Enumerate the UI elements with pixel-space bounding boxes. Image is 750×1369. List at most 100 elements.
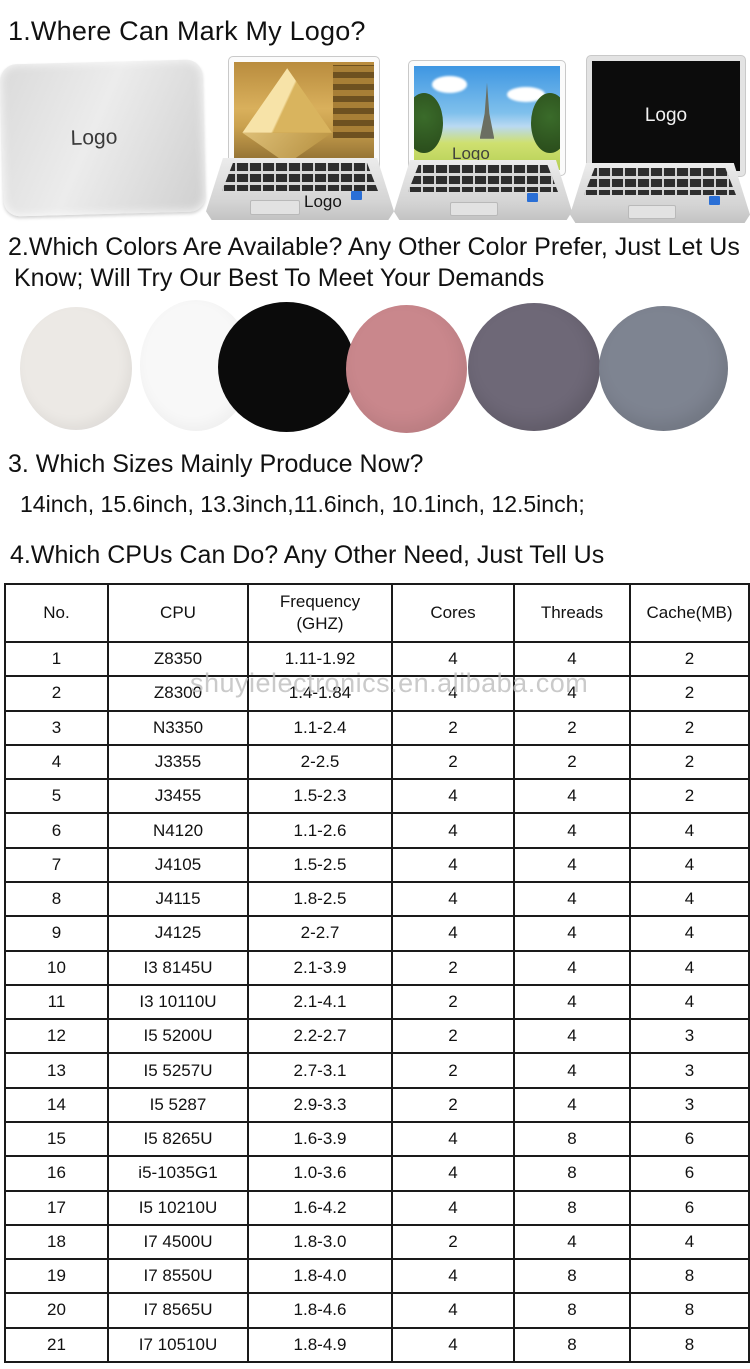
table-cell: 2.7-3.1 [247, 1052, 393, 1089]
table-cell: 9 [4, 915, 109, 952]
color-swatch-dark-purple-gray [468, 303, 600, 431]
table-row: 12 I5 5200U 2.2-2.7 2 4 3 [4, 1018, 750, 1055]
logo-placement-lid: Logo [70, 125, 118, 150]
table-row: 6 N4120 1.1-2.6 4 4 4 [4, 812, 750, 849]
cpus-section-heading: 4.Which CPUs Can Do? Any Other Need, Jus… [10, 541, 605, 569]
table-cell: Z8350 [107, 640, 249, 678]
table-cell: 2 [391, 1223, 515, 1261]
table-cell: 4 [513, 846, 631, 883]
table-header-cell: Cache(MB) [629, 583, 750, 643]
table-cell: 1.0-3.6 [247, 1155, 393, 1192]
keyboard [408, 165, 558, 192]
screen-black: Logo [592, 61, 740, 171]
table-cell: 1.8-2.5 [247, 880, 393, 918]
table-cell: J3355 [107, 743, 249, 781]
table-cell: 4 [513, 983, 631, 1021]
table-cell: 4 [629, 915, 750, 952]
cloud-shape [431, 76, 467, 94]
logo-placement-palmrest: Logo [304, 192, 342, 211]
table-row: 1 Z8350 1.11-1.92 4 4 2 [4, 640, 750, 678]
table-cell: 2 [391, 949, 515, 986]
table-cell: 1.11-1.92 [247, 640, 393, 678]
table-cell: 2 [513, 709, 631, 746]
table-cell: I3 8145U [107, 949, 249, 986]
table-cell: 14 [4, 1086, 109, 1123]
sizes-section-heading: 3. Which Sizes Mainly Produce Now? [8, 450, 424, 478]
table-cell: 5 [4, 778, 109, 815]
logo-section-heading: 1.Where Can Mark My Logo? [8, 16, 366, 46]
table-cell: 1.1-2.6 [247, 812, 393, 849]
table-cell: J4125 [107, 915, 249, 952]
table-cell: 2.1-3.9 [247, 949, 393, 986]
table-cell: I3 10110U [107, 983, 249, 1021]
table-cell: 10 [4, 949, 109, 986]
color-swatch-off-white [20, 307, 132, 430]
table-cell: 2.2-2.7 [247, 1018, 393, 1055]
table-cell: 2 [4, 675, 109, 712]
table-cell: 4 [513, 949, 631, 986]
table-cell: 3 [4, 709, 109, 746]
table-cell: I7 4500U [107, 1223, 249, 1261]
table-row: 11 I3 10110U 2.1-4.1 2 4 4 [4, 983, 750, 1021]
colors-heading-line2: Know; Will Try Our Best To Meet Your Dem… [14, 264, 545, 292]
table-cell: 7 [4, 846, 109, 883]
laptop-base [394, 160, 572, 220]
table-cell: 4 [391, 1326, 515, 1364]
table-cell: 2 [629, 640, 750, 678]
table-cell: 4 [513, 778, 631, 815]
table-cell: 2-2.7 [247, 915, 393, 952]
table-cell: 2.1-4.1 [247, 983, 393, 1021]
pyramid-shape [242, 68, 332, 133]
table-cell: 2 [391, 743, 515, 781]
table-cell: 4 [629, 812, 750, 849]
table-row: 14 I5 5287 2.9-3.3 2 4 3 [4, 1086, 750, 1123]
table-cell: 6 [629, 1155, 750, 1192]
touchpad [450, 202, 498, 216]
table-row: 4 J3355 2-2.5 2 2 2 [4, 743, 750, 781]
table-cell: 8 [629, 1326, 750, 1364]
table-cell: I7 10510U [107, 1326, 249, 1364]
sizes-list-text: 14inch, 15.6inch, 13.3inch,11.6inch, 10.… [20, 491, 585, 517]
screen-wallpaper-louvre [234, 62, 374, 166]
table-cell: I5 5287 [107, 1086, 249, 1123]
table-cell: 4 [391, 1155, 515, 1192]
table-cell: 18 [4, 1223, 109, 1261]
table-cell: 3 [629, 1052, 750, 1089]
laptop-lid-image: Logo [0, 59, 206, 217]
table-cell: 4 [391, 880, 515, 918]
table-cell: 8 [513, 1120, 631, 1158]
cpu-spec-table: No. CPU Frequency (GHZ) Cores Threads Cache(M… [4, 583, 750, 1364]
table-cell: N4120 [107, 812, 249, 849]
table-cell: 6 [4, 812, 109, 849]
table-cell: J4115 [107, 880, 249, 918]
table-row: 15 I5 8265U 1.6-3.9 4 8 6 [4, 1120, 750, 1158]
table-cell: 8 [513, 1258, 631, 1295]
tree-shape [414, 93, 444, 154]
table-cell: I7 8550U [107, 1258, 249, 1295]
table-header-cell: Cores [391, 583, 515, 643]
table-cell: 2-2.5 [247, 743, 393, 781]
table-cell: 4 [391, 812, 515, 849]
table-row: 8 J4115 1.8-2.5 4 4 4 [4, 880, 750, 918]
table-cell: 1.4-1.84 [247, 675, 393, 712]
table-cell: 4 [391, 1258, 515, 1295]
table-cell: 2 [391, 709, 515, 746]
table-cell: 13 [4, 1052, 109, 1089]
table-cell: 16 [4, 1155, 109, 1192]
table-header-cell: No. [4, 583, 109, 643]
table-row: 21 I7 10510U 1.8-4.9 4 8 8 [4, 1326, 750, 1364]
colors-heading-line1: 2.Which Colors Are Available? Any Other … [8, 233, 740, 261]
table-cell: 1.8-4.0 [247, 1258, 393, 1295]
table-cell: N3350 [107, 709, 249, 746]
table-header-cell: CPU [107, 583, 249, 643]
table-cell: 20 [4, 1292, 109, 1329]
touchpad [250, 200, 300, 215]
table-row: 9 J4125 2-2.7 4 4 4 [4, 915, 750, 952]
keyboard [584, 168, 736, 195]
table-cell: 2 [629, 743, 750, 781]
table-cell: 4 [629, 1223, 750, 1261]
table-cell: 4 [629, 880, 750, 918]
table-cell: 2 [391, 983, 515, 1021]
laptop-screen: Logo [586, 55, 746, 177]
